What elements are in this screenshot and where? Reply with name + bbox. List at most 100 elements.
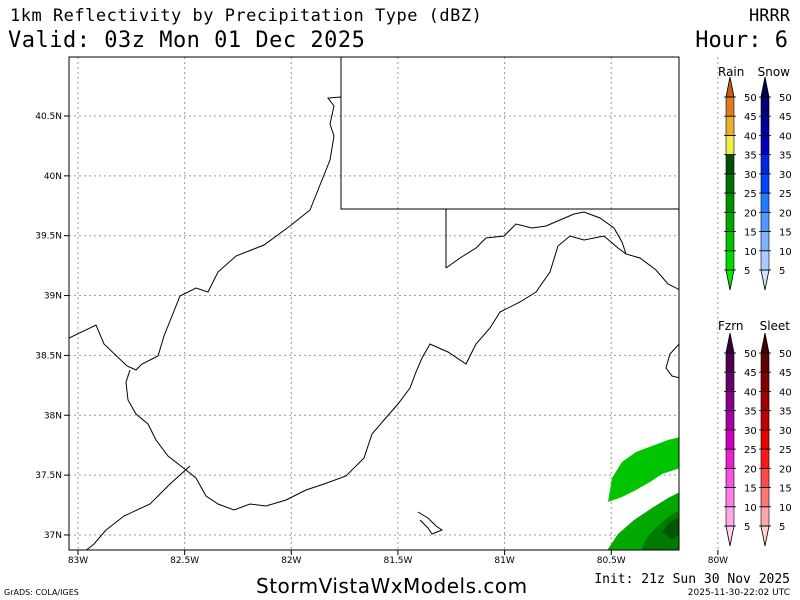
snow-legend-title: Snow	[758, 65, 791, 79]
snow-level-label: 50	[779, 93, 792, 104]
rain-level-label: 15	[744, 228, 757, 239]
snow-level-label: 10	[779, 247, 792, 258]
snow-level-label: 30	[779, 170, 792, 181]
snow-swatch	[760, 96, 770, 117]
rain-swatch	[725, 212, 735, 232]
fzrn-level-label: 5	[744, 522, 750, 533]
fzrn-level-label: 35	[744, 407, 757, 418]
sleet-cap-bottom	[760, 525, 770, 547]
sleet-swatch	[760, 371, 770, 392]
lat-label: 38N	[44, 411, 62, 421]
sleet-level-label: 45	[779, 368, 792, 379]
snow-swatch	[760, 231, 770, 252]
snow-swatch	[760, 212, 770, 232]
fzrn-legend-title: Fzrn	[718, 319, 744, 333]
fzrn-swatch	[725, 391, 735, 411]
rain-swatch	[725, 250, 735, 271]
lat-label: 39N	[44, 292, 62, 302]
forecast-hour: Hour: 6	[695, 28, 788, 53]
fzrn-level-label: 45	[744, 368, 757, 379]
snow-cap-bottom	[760, 269, 770, 291]
sleet-level-label: 10	[779, 503, 792, 514]
snow-swatch	[760, 135, 770, 155]
sleet-level-label: 40	[779, 387, 792, 398]
fzrn-swatch	[725, 448, 735, 469]
rain-level-label: 10	[744, 247, 757, 258]
rain-swatch	[725, 173, 735, 194]
lon-label: 81W	[494, 556, 514, 566]
sleet-level-label: 35	[779, 407, 792, 418]
rain-swatch	[725, 154, 735, 175]
site-brand: StormVistaWxModels.com	[256, 574, 528, 598]
sleet-swatch	[760, 410, 770, 431]
rain-swatch	[725, 135, 735, 155]
snow-level-label: 45	[779, 112, 792, 123]
init-time: Init: 21z Sun 30 Nov 2025	[594, 572, 790, 587]
map-title: 1km Reflectivity by Precipitation Type (…	[10, 6, 483, 26]
lon-label: 83W	[68, 556, 88, 566]
sleet-swatch	[760, 429, 770, 450]
rain-level-label: 20	[744, 208, 757, 219]
wv-border	[69, 96, 679, 511]
lat-label: 37.5N	[35, 471, 62, 481]
fzrn-level-label: 30	[744, 426, 757, 437]
snow-level-label: 40	[779, 131, 792, 142]
fzrn-level-label: 50	[744, 349, 757, 360]
rain-swatch	[725, 115, 735, 136]
snow-level-label: 15	[779, 228, 792, 239]
fzrn-level-label: 25	[744, 445, 757, 456]
sleet-level-label: 5	[779, 522, 785, 533]
grads-credit: GrADS: COLA/IGES	[4, 588, 79, 597]
sleet-level-label: 25	[779, 445, 792, 456]
sleet-swatch	[760, 487, 770, 508]
rain-legend-title: Rain	[718, 65, 744, 79]
fzrn-level-label: 20	[744, 464, 757, 475]
lon-label: 82W	[281, 556, 301, 566]
rain-level-label: 50	[744, 93, 757, 104]
rain-level-label: 25	[744, 189, 757, 200]
precip-area-rain-heavy	[662, 518, 679, 540]
sleet-legend-title: Sleet	[760, 319, 791, 333]
sleet-colorbar: 5 10 15 20 25 30 35 40 45 50	[759, 332, 792, 547]
lon-label: 81.5W	[383, 556, 412, 566]
model-name: HRRR	[749, 6, 790, 26]
pa-border	[340, 57, 679, 210]
rain-level-label: 5	[744, 266, 750, 277]
lon-label: 82.5W	[170, 556, 199, 566]
fzrn-swatch	[725, 352, 735, 373]
snow-swatch	[760, 154, 770, 175]
rain-swatch	[725, 192, 735, 213]
rain-level-label: 35	[744, 151, 757, 162]
fzrn-cap-bottom	[725, 525, 735, 547]
state-boundaries	[69, 57, 679, 550]
precip-area-rain-light	[608, 437, 679, 502]
fzrn-level-label: 10	[744, 503, 757, 514]
lat-label: 39.5N	[35, 232, 62, 242]
rain-swatch	[725, 231, 735, 252]
snow-level-label: 35	[779, 151, 792, 162]
snow-level-label: 5	[779, 266, 785, 277]
snow-swatch	[760, 115, 770, 136]
fzrn-cap-top	[725, 332, 735, 354]
longitude-labels: 83W82.5W82W81.5W81W80.5W80W79.5W79W78.5W…	[68, 550, 728, 566]
ky-va-border	[85, 465, 191, 550]
fzrn-colorbar: 5 10 15 20 25 30 35 40 45 50	[724, 332, 757, 547]
lat-lon-grid	[69, 57, 719, 550]
fzrn-level-label: 15	[744, 484, 757, 495]
sleet-swatch	[760, 352, 770, 373]
rain-level-label: 45	[744, 112, 757, 123]
lat-label: 37N	[44, 531, 62, 541]
latitude-labels: 40.5N 40N 39.5N 39N 38.5N 38N 37.5N 37N	[35, 112, 69, 541]
lat-label: 40N	[44, 172, 62, 182]
sleet-swatch	[760, 448, 770, 469]
fzrn-swatch	[725, 429, 735, 450]
sleet-level-label: 30	[779, 426, 792, 437]
lat-label: 38.5N	[35, 351, 62, 361]
rain-swatch	[725, 96, 735, 117]
lon-label: 80.5W	[597, 556, 626, 566]
snow-colorbar: 5 10 15 20 25 30 35 40 45 50	[759, 76, 792, 291]
rain-cap-bottom	[725, 269, 735, 291]
sleet-level-label: 15	[779, 484, 792, 495]
